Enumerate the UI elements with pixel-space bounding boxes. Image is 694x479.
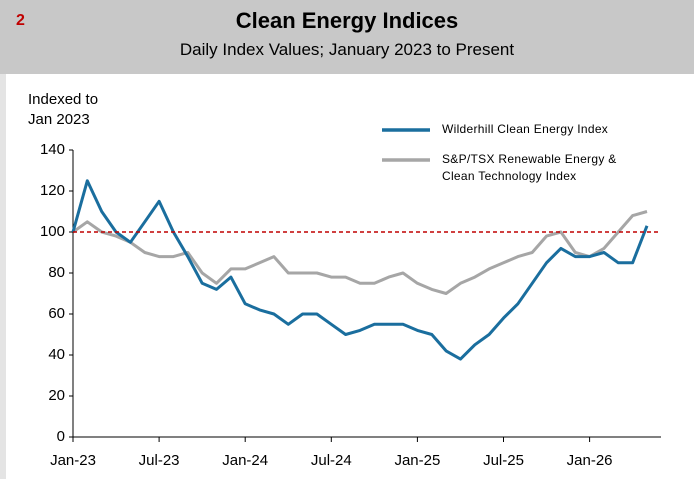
legend-label: Wilderhill Clean Energy Index <box>442 122 609 136</box>
series-line <box>72 210 648 295</box>
x-tick-label: Jul-24 <box>311 452 352 469</box>
legend-label: S&P/TSX Renewable Energy & Clean Technol… <box>442 152 617 183</box>
y-axis-label: Jan 2023 <box>28 111 90 128</box>
header: 2 Clean Energy Indices Daily Index Value… <box>0 0 694 74</box>
x-tick-label: Jan-24 <box>222 452 268 469</box>
x-tick-label: Jan-26 <box>567 452 613 469</box>
side-strip <box>0 74 6 479</box>
y-tick-label: 40 <box>48 346 65 363</box>
y-tick-label: 140 <box>40 141 65 158</box>
x-tick-label: Jul-25 <box>483 452 524 469</box>
x-tick-label: Jan-25 <box>394 452 440 469</box>
y-tick-label: 100 <box>40 223 65 240</box>
figure-number: 2 <box>16 12 25 29</box>
x-tick-label: Jan-23 <box>50 452 96 469</box>
y-tick-label: 60 <box>48 305 65 322</box>
y-axis-label: Indexed to <box>28 91 98 108</box>
y-tick-label: 20 <box>48 387 65 404</box>
y-tick-label: 0 <box>57 428 65 445</box>
y-tick-label: 80 <box>48 264 65 281</box>
series-line <box>71 179 649 361</box>
chart-title: Clean Energy Indices <box>235 8 459 33</box>
chart-subtitle: Daily Index Values; January 2023 to Pres… <box>179 40 515 59</box>
y-tick-label: 120 <box>40 182 65 199</box>
x-tick-label: Jul-23 <box>139 452 180 469</box>
